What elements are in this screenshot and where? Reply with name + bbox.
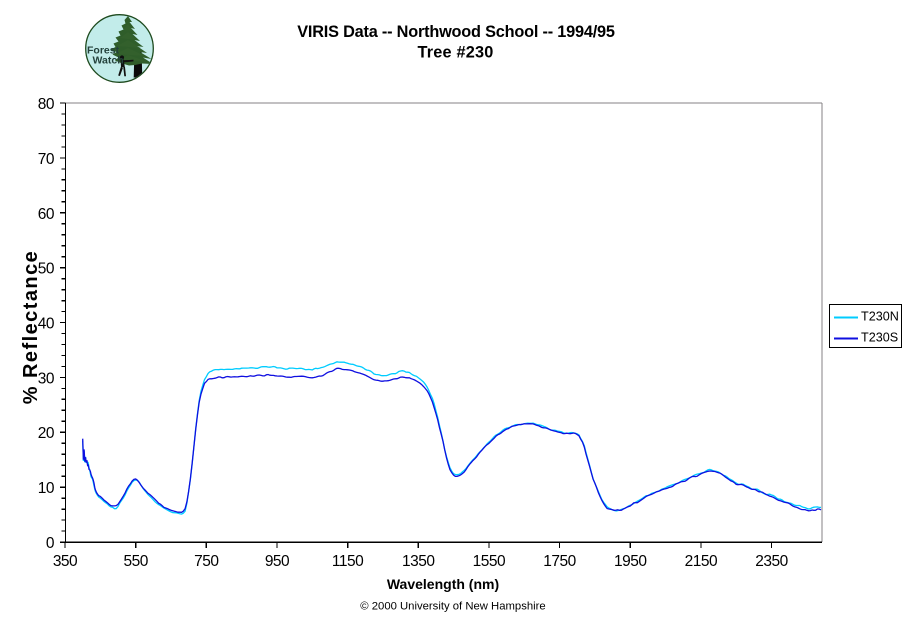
svg-text:© 2000 University of New Hamps: © 2000 University of New Hampshire [360,601,545,613]
svg-text:70: 70 [38,151,55,168]
svg-text:350: 350 [53,553,78,570]
svg-text:1350: 1350 [402,553,435,570]
svg-text:950: 950 [265,553,290,570]
svg-text:2150: 2150 [685,553,718,570]
svg-text:1750: 1750 [543,553,576,570]
svg-text:60: 60 [38,206,55,223]
svg-text:750: 750 [194,553,219,570]
svg-text:Forest: Forest [87,45,120,57]
svg-text:Tree #230: Tree #230 [417,44,493,62]
svg-text:10: 10 [38,480,55,497]
svg-text:% Reflectance: % Reflectance [20,250,42,404]
svg-text:0: 0 [46,535,55,552]
svg-text:1950: 1950 [614,553,647,570]
svg-text:VIRIS Data -- Northwood School: VIRIS Data -- Northwood School -- 1994/9… [297,23,615,41]
svg-text:1550: 1550 [473,553,506,570]
svg-text:1150: 1150 [332,553,364,570]
svg-text:50: 50 [38,261,55,278]
svg-text:80: 80 [38,96,55,113]
svg-text:550: 550 [124,553,149,570]
svg-text:Wavelength (nm): Wavelength (nm) [387,576,499,592]
svg-text:Watch: Watch [93,55,124,67]
svg-text:2350: 2350 [755,553,788,570]
svg-text:40: 40 [38,316,55,333]
svg-text:T230S: T230S [861,331,898,345]
svg-text:30: 30 [38,370,55,387]
svg-text:20: 20 [38,425,55,442]
svg-text:T230N: T230N [861,310,899,324]
